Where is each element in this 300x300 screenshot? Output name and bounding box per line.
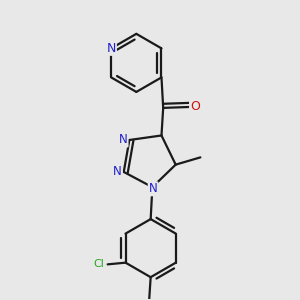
Text: N: N [106,42,116,55]
Text: Cl: Cl [94,260,105,269]
Text: N: N [113,165,122,178]
Text: O: O [190,100,200,113]
Text: N: N [119,134,128,146]
Text: N: N [149,182,158,195]
